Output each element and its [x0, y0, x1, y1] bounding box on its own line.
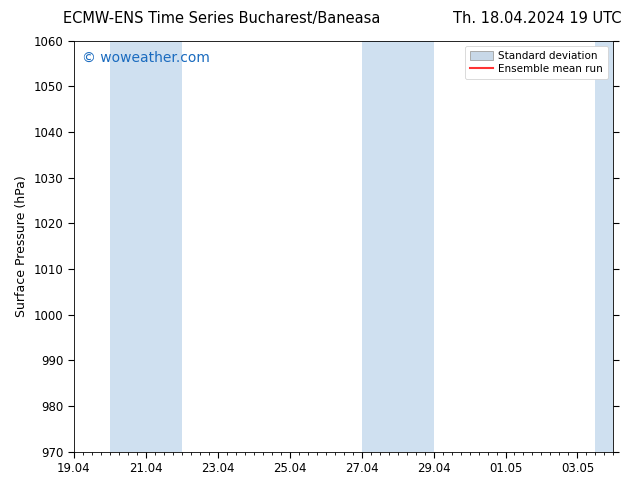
Bar	[361, 41, 434, 452]
Text: © woweather.com: © woweather.com	[82, 51, 210, 65]
Text: Th. 18.04.2024 19 UTC: Th. 18.04.2024 19 UTC	[453, 11, 621, 26]
Bar	[110, 41, 182, 452]
Legend: Standard deviation, Ensemble mean run: Standard deviation, Ensemble mean run	[465, 46, 608, 79]
Y-axis label: Surface Pressure (hPa): Surface Pressure (hPa)	[15, 175, 28, 317]
Text: ECMW-ENS Time Series Bucharest/Baneasa: ECMW-ENS Time Series Bucharest/Baneasa	[63, 11, 381, 26]
Bar	[595, 41, 614, 452]
